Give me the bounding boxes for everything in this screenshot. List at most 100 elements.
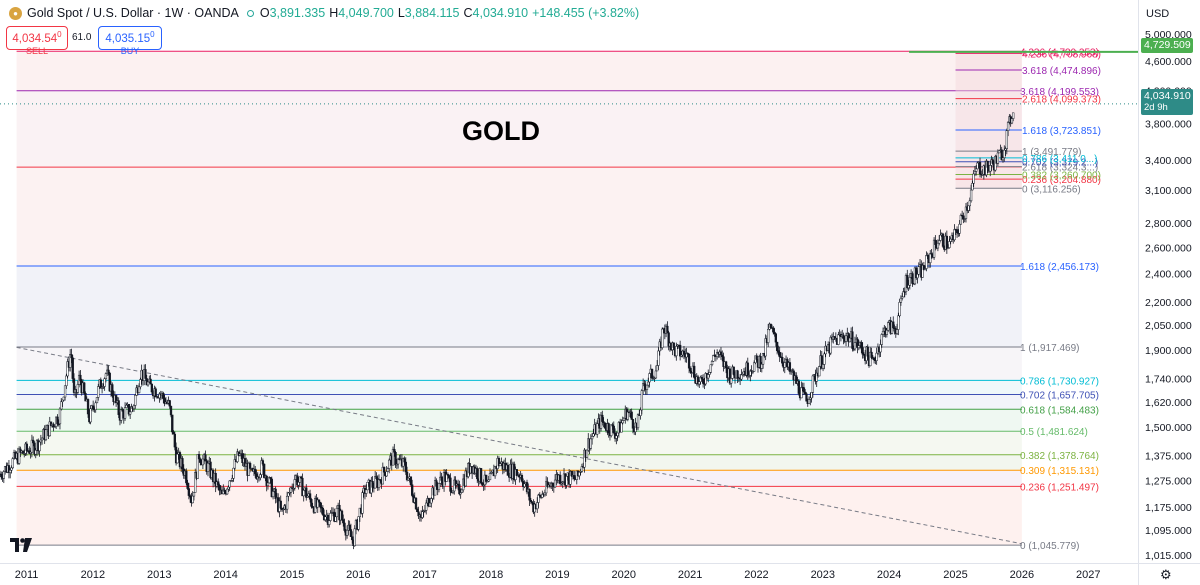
candle-body (925, 255, 928, 269)
candle-body (537, 494, 540, 503)
candle-body (191, 495, 194, 504)
candle-body (345, 529, 349, 536)
candle-body (1001, 157, 1005, 161)
candle-body (654, 370, 658, 379)
candle-body (986, 160, 989, 168)
recent-fib-label: 4.236 (4,708.968) (1022, 49, 1101, 60)
candle-body (881, 331, 885, 335)
candle-body (721, 354, 724, 357)
candle-body (621, 420, 624, 424)
y-tick-label: 1,740.000 (1145, 374, 1192, 386)
candle-body (945, 235, 948, 249)
candle-body (324, 516, 327, 521)
fib-level-label: 0.309 (1,315.131) (1020, 466, 1099, 477)
candle-body (777, 350, 780, 353)
candle-body (214, 472, 217, 487)
candle-body (254, 468, 257, 475)
candle-body (551, 482, 554, 487)
candle-body (86, 399, 90, 415)
candle-body (645, 384, 649, 390)
candle-body (83, 382, 86, 394)
fib-zone-band (16, 167, 1022, 267)
candle-body (689, 367, 692, 372)
candle-body (185, 470, 188, 484)
candle-body (630, 411, 633, 420)
settings-gear-icon[interactable]: ⚙ (1160, 567, 1172, 582)
candle-body (643, 383, 646, 387)
candle-body (969, 189, 973, 202)
buy-button[interactable]: 4,035.150 BUY (98, 26, 162, 56)
candle-body (201, 458, 205, 466)
candle-body (231, 478, 234, 481)
candle-body (996, 152, 1000, 164)
candle-body (751, 371, 755, 373)
candle-body (274, 488, 277, 499)
fib-level-label: 0 (1,045.779) (1020, 541, 1080, 552)
candle-body (989, 165, 992, 172)
candle-body (236, 451, 239, 462)
x-tick-label: 2013 (147, 569, 171, 581)
green-line-price-tag: 4,729.509 (1141, 38, 1193, 53)
recent-fib-label: 2.618 (4,099.373) (1022, 95, 1101, 106)
candle-body (693, 365, 696, 378)
candle-body (394, 452, 397, 466)
low-value: 3,884.115 (404, 6, 460, 20)
candle-body (162, 393, 165, 399)
candle-body (192, 492, 196, 497)
recent-fib-label: 1 (3,491.779) (1022, 147, 1082, 158)
candle-body (76, 384, 79, 393)
candle-body (21, 450, 25, 454)
symbol-title[interactable]: Gold Spot / U.S. Dollar · 1W · OANDA (27, 6, 239, 20)
candle-body (34, 449, 37, 455)
candle-body (460, 489, 464, 493)
candle-body (173, 433, 176, 448)
x-tick-label: 2027 (1076, 569, 1100, 581)
candle-body (844, 335, 848, 342)
candle-body (807, 399, 811, 404)
candle-body (580, 466, 584, 472)
candle-body (811, 375, 815, 393)
fib-zone-band (16, 394, 1022, 410)
candle-body (194, 472, 197, 493)
candle-body (603, 422, 607, 429)
chart-text-label[interactable]: GOLD (462, 116, 540, 146)
candle-body (955, 229, 959, 233)
candle-body (476, 468, 479, 480)
high-label: H (329, 6, 339, 20)
candle-body (648, 373, 651, 383)
candle-body (487, 479, 490, 482)
candle-body (94, 402, 97, 410)
candle-body (971, 183, 974, 191)
candle-body (293, 479, 296, 489)
candle-body (425, 502, 428, 511)
candle-body (778, 352, 781, 358)
candle-body (1006, 122, 1010, 131)
candle-body (941, 233, 945, 247)
candle-body (223, 489, 226, 493)
candle-body (120, 409, 123, 421)
candle-body (805, 393, 808, 402)
candle-body (382, 466, 386, 473)
x-tick-label: 2019 (545, 569, 569, 581)
candle-body (262, 463, 266, 478)
candle-body (998, 150, 1001, 154)
sell-button[interactable]: 4,034.540 SELL (6, 26, 68, 56)
candle-body (800, 387, 803, 399)
candle-body (0, 473, 3, 478)
currency-selector[interactable]: USD (1146, 8, 1170, 20)
tradingview-logo-icon[interactable] (10, 538, 32, 552)
candle-body (146, 381, 150, 386)
candle-body (319, 501, 322, 508)
candle-body (820, 355, 823, 369)
candle-body (261, 460, 265, 465)
y-tick-label: 2,050.000 (1145, 320, 1192, 332)
candle-body (428, 502, 432, 507)
candle-body (802, 387, 806, 393)
candle-body (199, 458, 202, 463)
candle-body (938, 240, 941, 244)
y-tick-label: 1,375.000 (1145, 451, 1192, 463)
candle-body (959, 215, 963, 225)
candle-body (612, 425, 615, 434)
fib-level-label: 0.702 (1,657.705) (1020, 391, 1099, 402)
